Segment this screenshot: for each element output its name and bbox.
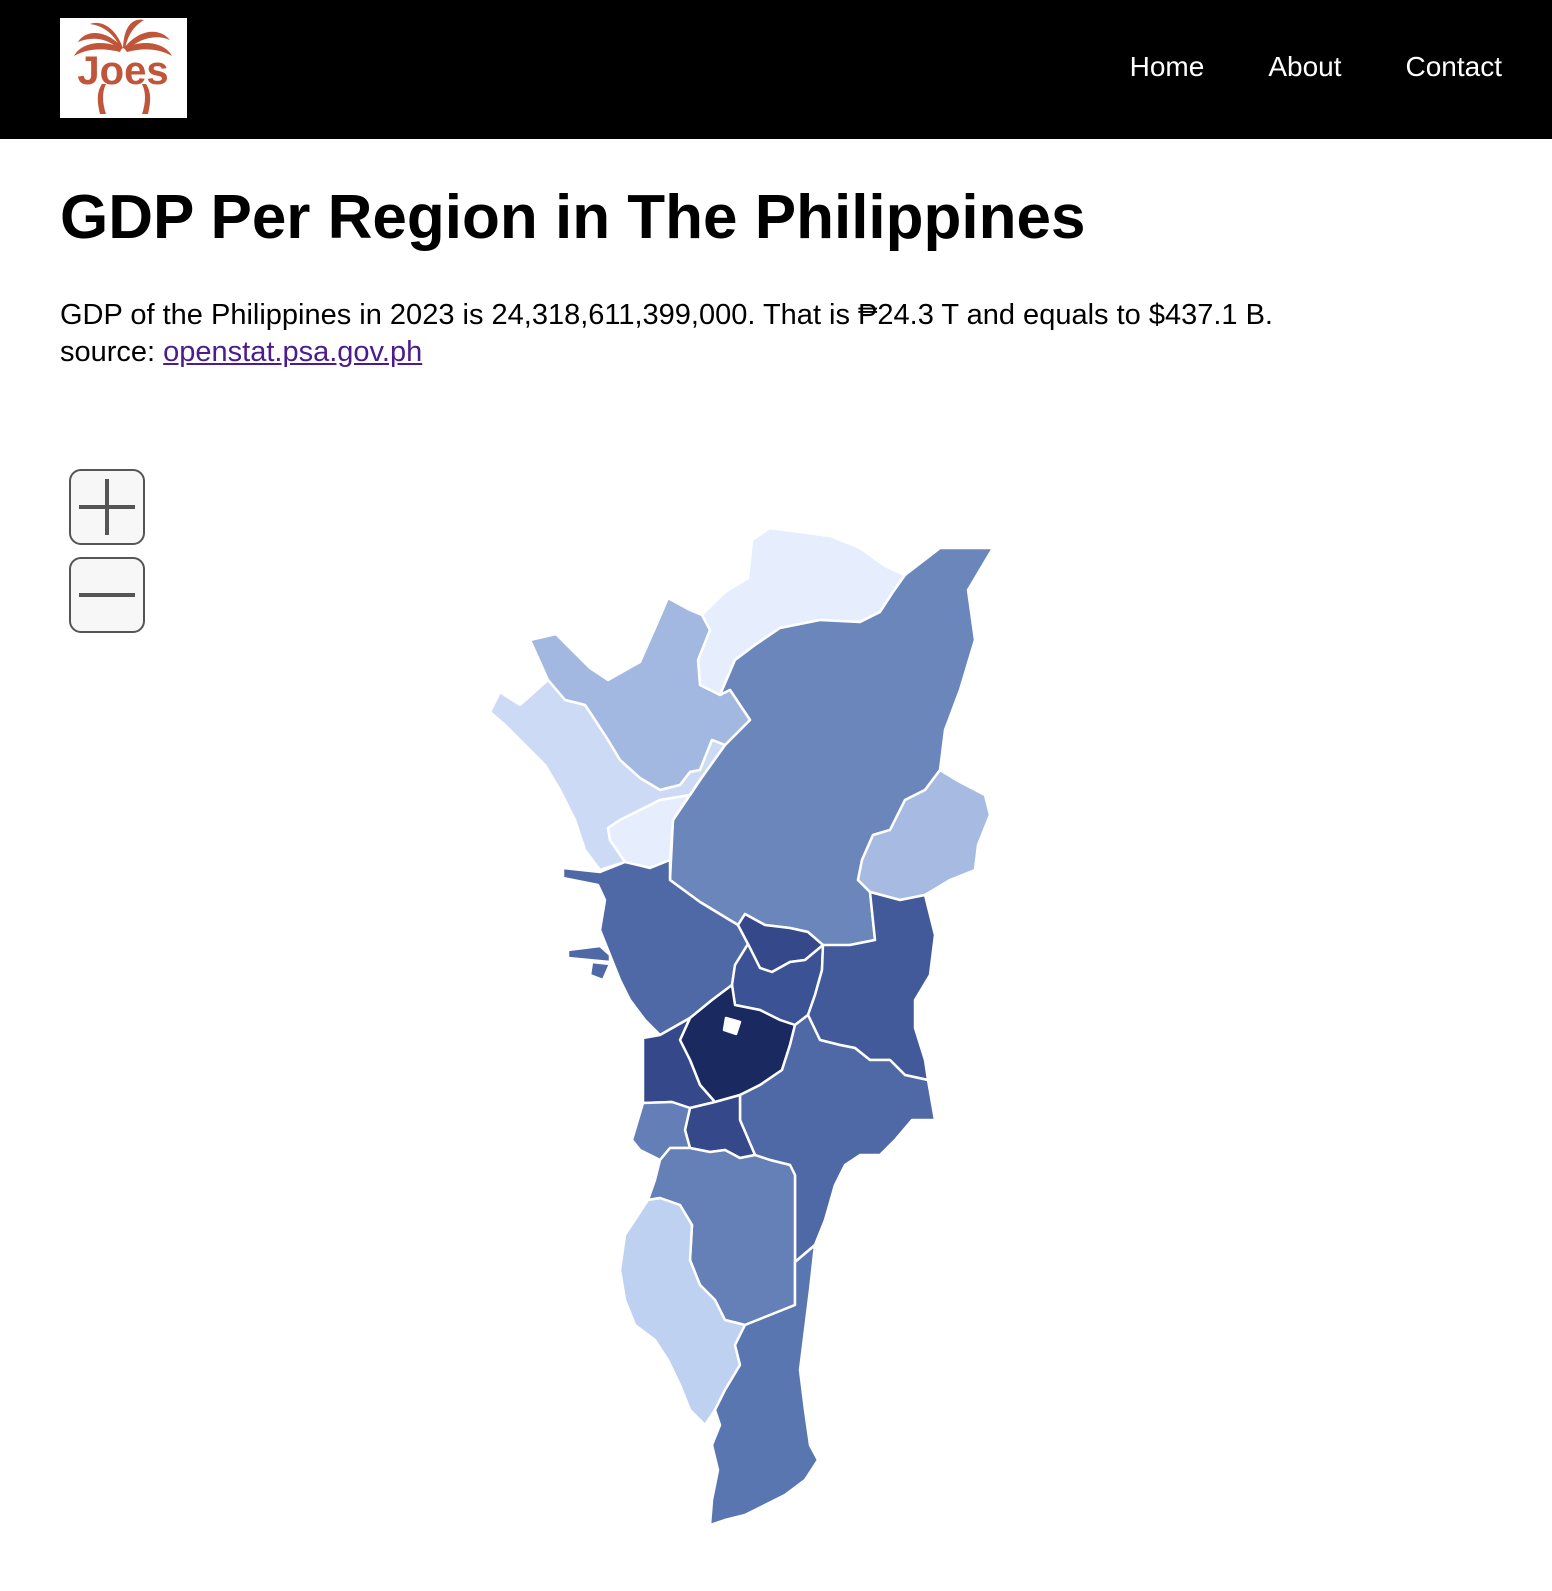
zoom-in-button[interactable] xyxy=(69,469,145,545)
gdp-summary-text: GDP of the Philippines in 2023 is 24,318… xyxy=(60,299,1273,331)
source-link[interactable]: openstat.psa.gov.ph xyxy=(163,336,423,368)
site-header: Joes Home About Contact xyxy=(0,0,1552,139)
nav-about-link[interactable]: About xyxy=(1268,51,1342,82)
map-region[interactable] xyxy=(722,1016,742,1036)
nav-home-link[interactable]: Home xyxy=(1129,51,1205,82)
brand-logo[interactable]: Joes xyxy=(60,18,187,118)
main-nav: Home About Contact xyxy=(1130,50,1502,84)
palm-logo-icon: Joes xyxy=(74,19,172,114)
map-region[interactable] xyxy=(708,1243,820,1527)
map-region[interactable] xyxy=(566,944,612,964)
source-label: source: xyxy=(60,336,164,368)
page-title: GDP Per Region in The Philippines xyxy=(60,183,1086,252)
logo-text: Joes xyxy=(77,49,168,93)
zoom-out-button[interactable] xyxy=(69,557,145,633)
plus-icon xyxy=(79,479,135,535)
map-region[interactable] xyxy=(588,960,612,982)
minus-icon xyxy=(79,593,135,597)
gdp-description: GDP of the Philippines in 2023 is 24,318… xyxy=(60,297,1273,371)
nav-contact-link[interactable]: Contact xyxy=(1405,51,1503,82)
map-region[interactable] xyxy=(856,768,992,902)
